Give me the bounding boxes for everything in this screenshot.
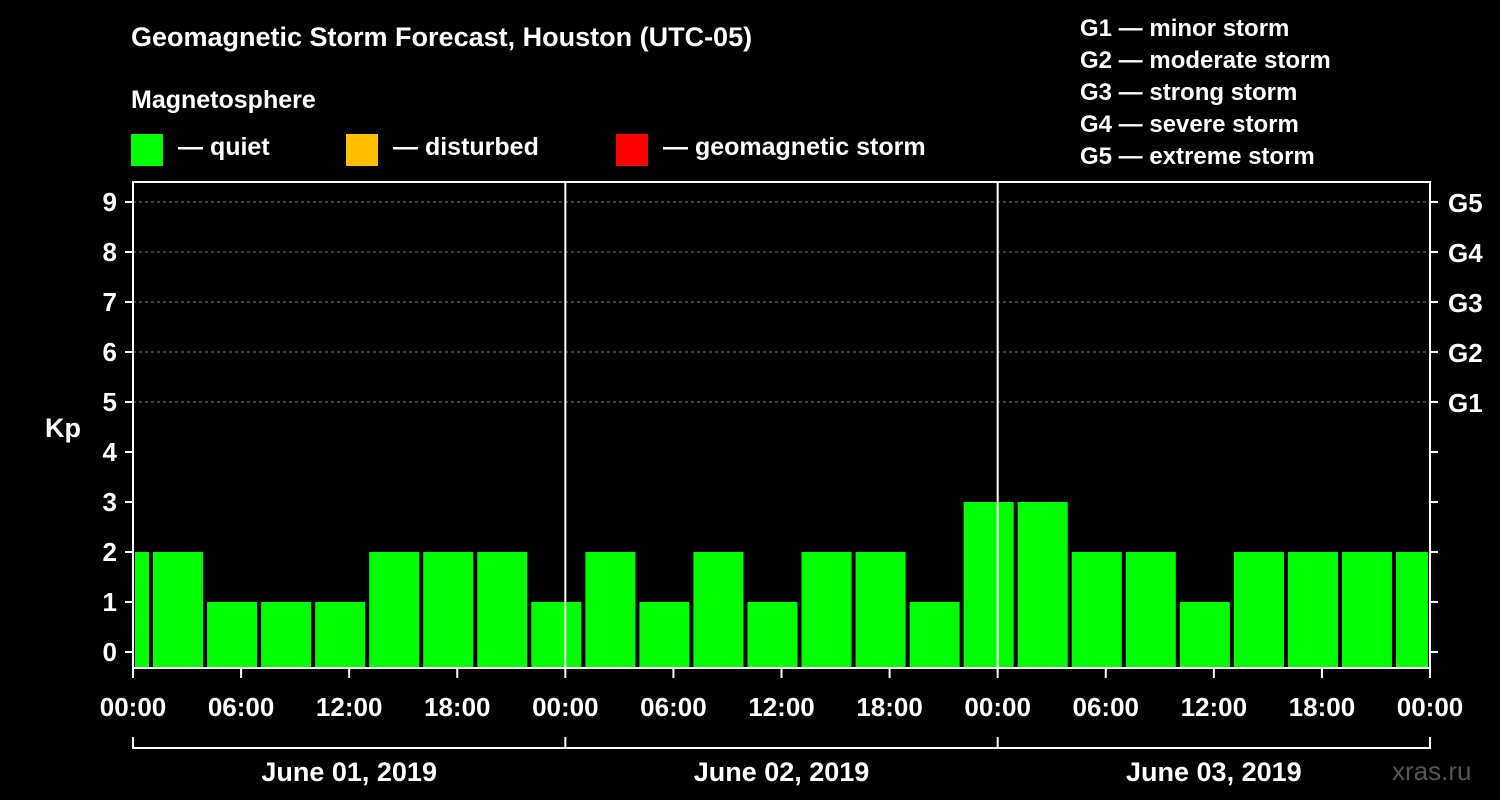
day-label: June 03, 2019 xyxy=(1126,757,1302,787)
bar xyxy=(423,552,474,667)
x-tick-label: 12:00 xyxy=(1181,692,1248,722)
x-tick-label: 00:00 xyxy=(100,692,167,722)
x-tick-label: 06:00 xyxy=(1073,692,1140,722)
day-label: June 01, 2019 xyxy=(261,757,437,787)
bar xyxy=(153,552,204,667)
right-axis-label: G1 xyxy=(1448,388,1483,418)
bar xyxy=(531,602,582,667)
x-tick-label: 18:00 xyxy=(1289,692,1356,722)
bar xyxy=(1071,552,1122,667)
bar xyxy=(693,552,744,667)
bar xyxy=(585,552,636,667)
bar xyxy=(909,602,960,667)
bar xyxy=(135,552,150,667)
x-tick-label: 00:00 xyxy=(964,692,1031,722)
y-tick-label: 5 xyxy=(103,387,117,417)
x-tick-label: 12:00 xyxy=(748,692,815,722)
x-tick-label: 18:00 xyxy=(424,692,491,722)
right-axis-label: G3 xyxy=(1448,288,1483,318)
y-tick-label: 3 xyxy=(103,487,117,517)
bar xyxy=(369,552,420,667)
g-scale-g5: G5 — extreme storm xyxy=(1080,143,1315,170)
legend-swatch-storm xyxy=(616,134,648,166)
y-tick-label: 4 xyxy=(103,437,118,467)
y-tick-label: 6 xyxy=(103,337,117,367)
legend-swatch-quiet xyxy=(131,134,163,166)
y-tick-label: 8 xyxy=(103,237,117,267)
x-tick-label: 12:00 xyxy=(316,692,383,722)
g-scale-g2: G2 — moderate storm xyxy=(1080,47,1331,74)
bar xyxy=(1233,552,1284,667)
legend-heading: Magnetosphere xyxy=(131,86,316,114)
legend-label-storm: — geomagnetic storm xyxy=(663,133,926,161)
bar xyxy=(315,602,366,667)
legend-label-quiet: — quiet xyxy=(178,133,270,161)
bar xyxy=(855,552,906,667)
right-axis-label: G4 xyxy=(1448,238,1483,268)
right-axis-label: G2 xyxy=(1448,338,1483,368)
y-tick-label: 1 xyxy=(103,587,117,617)
bar xyxy=(1287,552,1338,667)
right-axis-label: G5 xyxy=(1448,188,1483,218)
bar xyxy=(1125,552,1176,667)
x-tick-label: 06:00 xyxy=(208,692,275,722)
day-label: June 02, 2019 xyxy=(694,757,870,787)
y-tick-label: 9 xyxy=(103,187,117,217)
chart-title: Geomagnetic Storm Forecast, Houston (UTC… xyxy=(131,22,753,52)
y-axis-label: Kp xyxy=(45,413,81,443)
bar xyxy=(1395,552,1428,667)
y-tick-label: 7 xyxy=(103,287,117,317)
bar xyxy=(963,502,1014,667)
bar xyxy=(1341,552,1392,667)
y-tick-label: 2 xyxy=(103,537,117,567)
legend-label-disturbed: — disturbed xyxy=(393,133,539,161)
bar xyxy=(801,552,852,667)
bar xyxy=(747,602,798,667)
x-tick-label: 18:00 xyxy=(856,692,923,722)
g-scale-g1: G1 — minor storm xyxy=(1080,15,1290,42)
y-tick-label: 0 xyxy=(103,637,117,667)
bar xyxy=(261,602,312,667)
bar xyxy=(1017,502,1068,667)
g-scale-g4: G4 — severe storm xyxy=(1080,111,1299,138)
x-tick-label: 00:00 xyxy=(1397,692,1464,722)
legend-swatch-disturbed xyxy=(346,134,378,166)
g-scale-g3: G3 — strong storm xyxy=(1080,79,1298,106)
x-tick-label: 06:00 xyxy=(640,692,707,722)
bar xyxy=(1179,602,1230,667)
bar xyxy=(477,552,528,667)
watermark: xras.ru xyxy=(1392,756,1472,786)
x-tick-label: 00:00 xyxy=(532,692,599,722)
bar xyxy=(639,602,690,667)
bar xyxy=(207,602,258,667)
